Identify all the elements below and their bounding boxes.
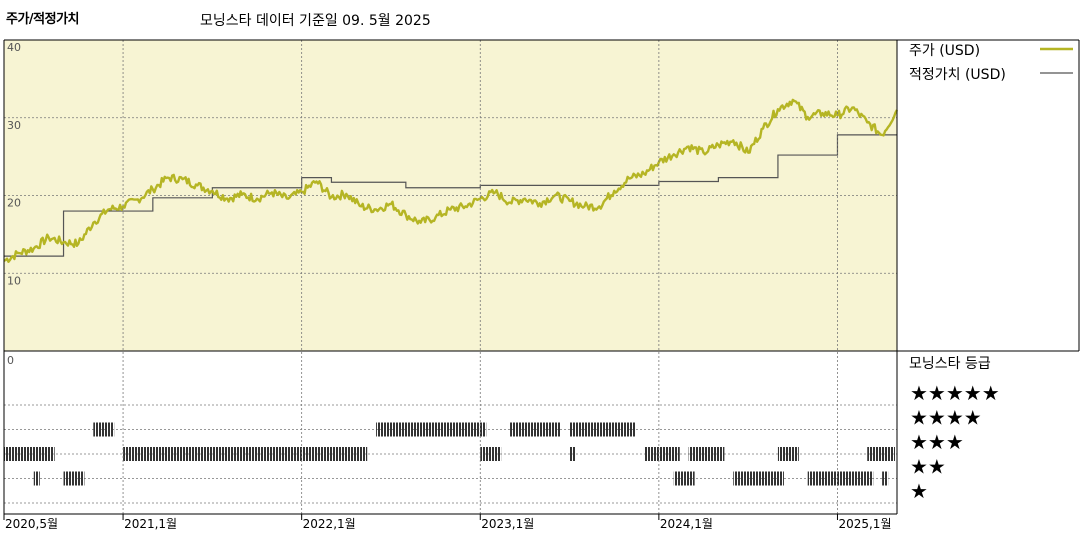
y-tick-30: 30 [7, 119, 21, 132]
rating-bar-2star-1 [33, 471, 40, 486]
rating-bar-2star-13 [733, 471, 784, 486]
rating-bar-2star-11 [673, 471, 695, 486]
legend-fair-value-label: 적정가치 (USD) [909, 67, 1006, 83]
rating-bar-3star-10 [643, 447, 680, 461]
y-tick-40: 40 [7, 41, 21, 54]
fair-value-line [4, 134, 897, 257]
legend: 주가 (USD) 적정가치 (USD) 모닝스타 등급 ★★★★★★★★★★★★… [909, 43, 1073, 503]
rating-bar-4star-9 [569, 422, 636, 437]
rating-bar-3star-6 [480, 447, 502, 461]
rating-bar-2star-17 [882, 471, 889, 486]
rating-bar-2star-15 [807, 471, 874, 486]
y-tick-20: 20 [7, 197, 21, 210]
y-tick-10: 10 [7, 274, 21, 287]
rating-bar-4star-5 [376, 422, 487, 437]
rating-bar-3star-8 [569, 447, 576, 461]
x-tick-label-4: 2024,1월 [660, 517, 713, 531]
rating-label-1-stars: ★ [910, 479, 928, 503]
price-panel: 10 20 30 40 [3, 39, 899, 351]
y-tick-0: 0 [7, 354, 14, 367]
x-tick-label-5: 2025,1월 [838, 517, 891, 531]
rating-bar-3star-4 [123, 447, 368, 461]
rating-label-4-stars: ★★★★ [910, 406, 982, 430]
rating-bar-3star-18 [882, 447, 895, 461]
x-tick-label-1: 2021,1월 [124, 517, 177, 531]
x-tick-label-3: 2023,1월 [481, 517, 534, 531]
rating-bar-3star-12 [688, 447, 725, 461]
rating-bar-2star-2 [63, 471, 85, 486]
legend-price-label: 주가 (USD) [909, 43, 980, 59]
rating-panel-title: 모닝스타 등급 [909, 356, 991, 372]
rating-label-5-stars: ★★★★★ [910, 381, 1000, 405]
rating-label-2-stars: ★★ [910, 455, 946, 479]
price-line [3, 98, 899, 263]
x-tick-label-0: 2020,5월 [5, 517, 58, 531]
x-tick-label-2: 2022,1월 [303, 517, 356, 531]
rating-panel: 0 [4, 354, 897, 504]
rating-bar-4star-3 [93, 422, 115, 437]
rating-bar-3star-0 [4, 447, 55, 461]
chart-title: 모닝스타 데이터 기준일 09. 5월 2025 [200, 13, 431, 29]
rating-bar-4star-7 [510, 422, 561, 437]
rating-label-3-stars: ★★★ [910, 430, 964, 454]
rating-bar-3star-14 [777, 447, 799, 461]
chart-left-title: 주가/적정가치 [6, 12, 80, 27]
